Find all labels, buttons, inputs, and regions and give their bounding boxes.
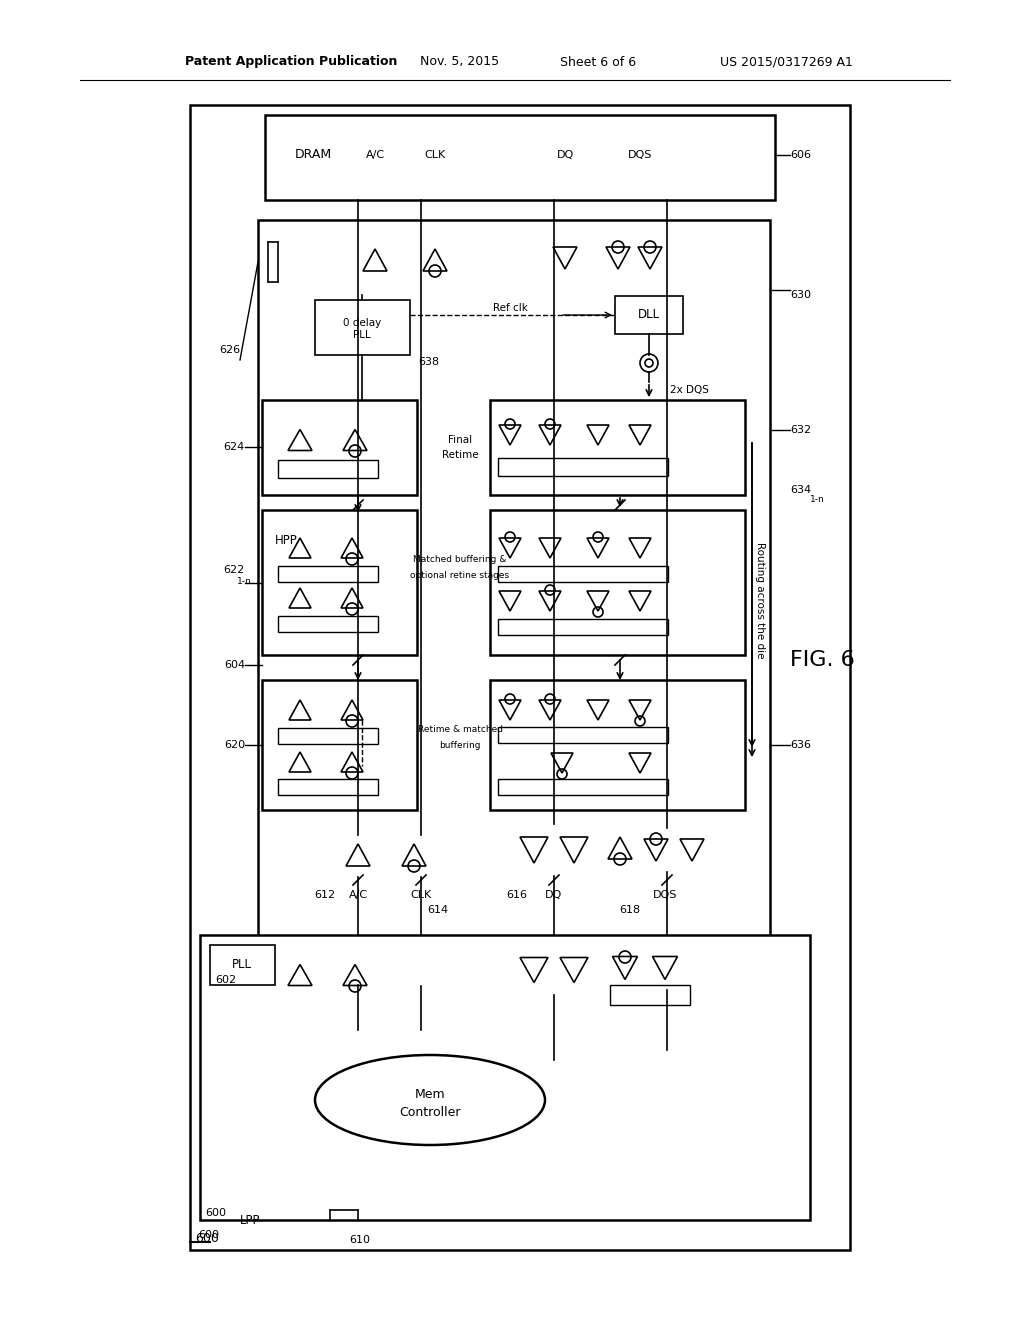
Text: 626: 626 <box>219 345 240 355</box>
Text: DLL: DLL <box>638 309 660 322</box>
Text: optional retine stages: optional retine stages <box>411 570 510 579</box>
Text: PLL: PLL <box>232 958 252 972</box>
Text: 610: 610 <box>349 1236 371 1245</box>
Text: Mem: Mem <box>415 1089 445 1101</box>
Text: 600: 600 <box>198 1230 219 1239</box>
Text: 600: 600 <box>195 1232 219 1245</box>
Text: 636: 636 <box>790 741 811 750</box>
Text: 1-n: 1-n <box>810 495 824 504</box>
Bar <box>258 220 770 1001</box>
Text: 602: 602 <box>215 975 237 985</box>
Bar <box>278 616 378 632</box>
Text: 618: 618 <box>618 906 640 915</box>
Bar <box>265 115 775 201</box>
Text: 612: 612 <box>314 890 335 900</box>
Bar <box>498 458 668 477</box>
Text: 600: 600 <box>205 1208 226 1218</box>
Text: 632: 632 <box>790 425 811 436</box>
Text: 638: 638 <box>418 356 439 367</box>
Text: 606: 606 <box>790 150 811 160</box>
Bar <box>278 779 378 795</box>
Text: 604: 604 <box>224 660 245 671</box>
Text: Controller: Controller <box>399 1106 461 1119</box>
Bar <box>490 680 745 810</box>
Text: Final: Final <box>447 436 472 445</box>
Bar <box>315 300 410 355</box>
Text: 620: 620 <box>224 741 245 750</box>
Text: buffering: buffering <box>439 741 480 750</box>
Bar <box>278 566 378 582</box>
Bar <box>615 296 683 334</box>
Text: 0 delay: 0 delay <box>343 318 381 327</box>
Text: DQ: DQ <box>556 150 573 160</box>
Text: Sheet 6 of 6: Sheet 6 of 6 <box>560 55 636 69</box>
Bar <box>498 779 668 795</box>
Text: CLK: CLK <box>424 150 445 160</box>
Text: A/C: A/C <box>366 150 385 160</box>
Bar <box>610 985 690 1005</box>
Bar <box>210 945 275 985</box>
Text: 614: 614 <box>427 906 449 915</box>
Text: Patent Application Publication: Patent Application Publication <box>185 55 397 69</box>
Bar <box>262 510 417 655</box>
Text: FIG. 6: FIG. 6 <box>790 649 855 671</box>
Text: Ref clk: Ref clk <box>493 304 527 313</box>
Text: 624: 624 <box>224 442 245 451</box>
Text: CLK: CLK <box>411 890 432 900</box>
Bar <box>262 400 417 495</box>
Bar <box>498 727 668 743</box>
Text: Routing across the die: Routing across the die <box>755 541 765 659</box>
Text: LPP: LPP <box>240 1213 260 1226</box>
Text: DRAM: DRAM <box>295 149 332 161</box>
Text: DQS: DQS <box>628 150 652 160</box>
Text: Retime: Retime <box>441 450 478 459</box>
Text: 630: 630 <box>790 290 811 300</box>
Text: DQ: DQ <box>546 890 562 900</box>
Text: 1-n: 1-n <box>238 578 252 586</box>
Bar <box>498 619 668 635</box>
Text: Nov. 5, 2015: Nov. 5, 2015 <box>420 55 499 69</box>
Bar <box>278 459 378 478</box>
Text: Retime & matched: Retime & matched <box>418 726 503 734</box>
Bar <box>190 106 850 1250</box>
Bar <box>278 729 378 744</box>
Bar <box>490 510 745 655</box>
Bar <box>200 935 810 1220</box>
Text: Matched buffering &: Matched buffering & <box>414 556 507 565</box>
Text: 2x DQS: 2x DQS <box>670 385 709 395</box>
Bar <box>498 566 668 582</box>
Text: 634: 634 <box>790 484 811 495</box>
Bar <box>262 680 417 810</box>
Text: DQS: DQS <box>653 890 677 900</box>
Bar <box>490 400 745 495</box>
Text: A/C: A/C <box>348 890 368 900</box>
Text: US 2015/0317269 A1: US 2015/0317269 A1 <box>720 55 853 69</box>
Text: HPP: HPP <box>275 533 298 546</box>
Text: 622: 622 <box>224 565 245 576</box>
Text: 616: 616 <box>506 890 527 900</box>
Text: PLL: PLL <box>353 330 371 341</box>
